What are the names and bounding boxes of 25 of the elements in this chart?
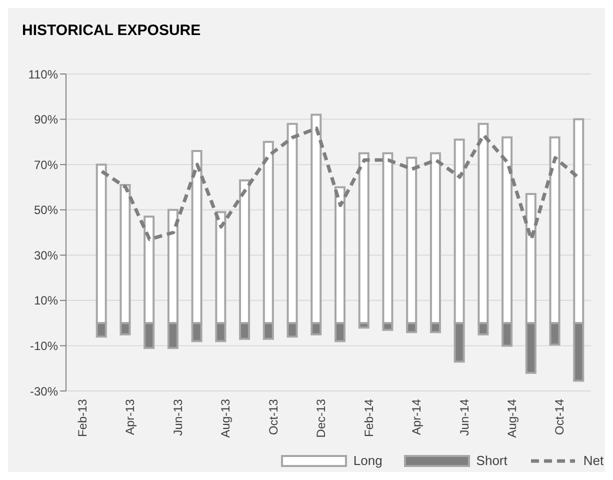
x-tick-label: Aug-14	[504, 398, 519, 438]
y-tick-label: 10%	[34, 294, 58, 308]
legend-label: Long	[353, 453, 382, 468]
chart-title: HISTORICAL EXPOSURE	[22, 22, 201, 39]
legend-label: Net	[583, 453, 604, 468]
x-tick-label: Oct-14	[552, 398, 567, 436]
y-tick-label: 110%	[28, 67, 58, 82]
legend-label: Short	[476, 453, 508, 468]
y-tick-label: 30%	[34, 248, 58, 262]
x-tick-label: Dec-13	[314, 398, 328, 438]
y-tick-label: 50%	[34, 203, 58, 218]
line-series	[100, 126, 581, 242]
x-tick-label: Feb-14	[362, 398, 376, 438]
x-tick-label: Apr-13	[123, 398, 138, 436]
y-tick-label: -10%	[30, 338, 58, 353]
x-tick-label: Jun-13	[170, 398, 185, 436]
y-tick-label: -30%	[30, 384, 58, 398]
y-tick-label: 90%	[34, 112, 58, 127]
x-tick-label: Jun-14	[457, 398, 472, 436]
x-tick-label: Aug-13	[218, 398, 233, 438]
x-tick-label: Feb-13	[75, 398, 90, 438]
bar	[358, 152, 370, 324]
x-tick-label: Oct-13	[266, 398, 280, 436]
x-tick-label: Apr-14	[410, 398, 424, 436]
y-tick-label: 70%	[34, 158, 58, 172]
